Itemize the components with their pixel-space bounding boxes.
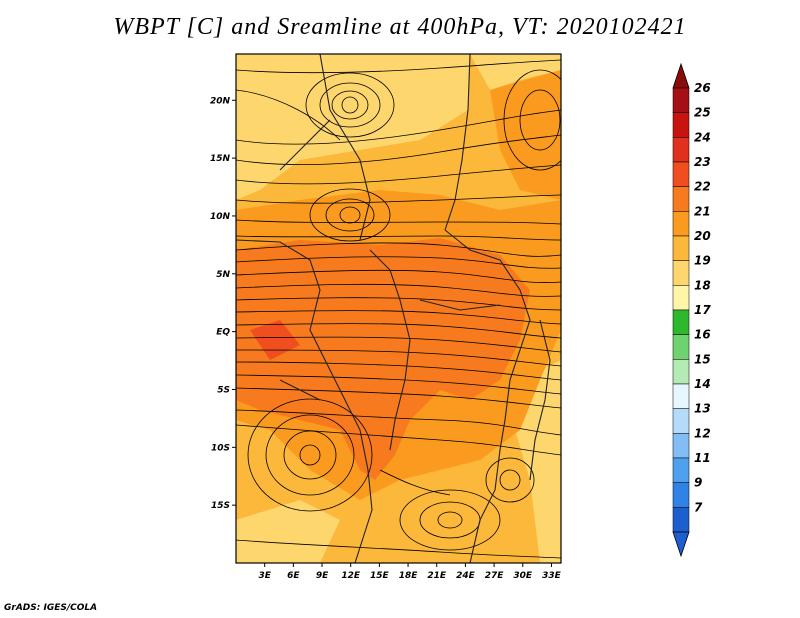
streamlines [236, 59, 561, 559]
colorbar-swatch [672, 260, 690, 286]
region-19-ne [470, 54, 561, 90]
colorbar-label: 17 [694, 303, 711, 317]
colorbar-swatch [672, 482, 690, 508]
colorbar-swatch [672, 285, 690, 311]
region-21-ne [490, 70, 561, 200]
colorbar-swatch [672, 211, 690, 237]
colorbar-swatch [672, 137, 690, 163]
colorbar-swatch [672, 359, 690, 385]
lon-tick-label: 27E [485, 571, 505, 581]
colorbar-swatch [672, 433, 690, 459]
colorbar: 26 25 24 23 22 21 20 19 18 17 16 15 14 13 12 11 9 7 [672, 62, 711, 558]
colorbar-swatch [672, 507, 690, 533]
lon-tick-label: 21E [427, 571, 447, 581]
colorbar-swatch [672, 186, 690, 212]
lon-tick-label: 18E [399, 571, 419, 581]
colorbar-swatch [672, 457, 690, 483]
lat-tick-label: 15N [210, 154, 231, 164]
lon-tick-label: 12E [341, 571, 361, 581]
colorbar-label: 13 [694, 402, 711, 416]
colorbar-label: 11 [694, 451, 711, 465]
map-title: WBPT [C] and Sreamline at 400hPa, VT: 20… [113, 14, 687, 40]
lat-tick-label: 5S [217, 385, 230, 395]
lat-tick-label: EQ [216, 328, 230, 338]
colorbar-swatch [672, 87, 690, 113]
colorbar-label: 15 [694, 352, 711, 366]
map-frame [235, 53, 562, 564]
colorbar-top-arrow [672, 62, 690, 89]
colorbar-label: 9 [694, 476, 702, 490]
colorbar-swatch [672, 334, 690, 360]
region-19-sw [236, 500, 340, 563]
longitude-ticks: 3E 6E 9E 12E 15E 18E 21E 24E 27E 30E 33E [258, 563, 562, 581]
colorbar-label: 21 [694, 204, 711, 218]
colorbar-label: 24 [694, 130, 711, 144]
lat-tick-label: 10S [211, 443, 230, 453]
colorbar-label: 12 [694, 426, 711, 440]
lat-tick-label: 20N [210, 96, 231, 106]
latitude-ticks: 20N 15N 10N 5N EQ 5S 10S 15S [210, 96, 236, 511]
colorbar-label: 7 [694, 500, 703, 514]
colorbar-label: 26 [694, 81, 711, 95]
boundaries [236, 54, 551, 563]
lon-tick-label: 24E [456, 571, 476, 581]
lon-tick-label: 15E [370, 571, 390, 581]
colorbar-swatch [672, 161, 690, 187]
colorbar-swatch [672, 408, 690, 434]
colorbar-bottom-arrow [672, 531, 690, 558]
colorbar-swatch [672, 235, 690, 261]
lat-tick-label: 5N [216, 270, 230, 280]
colorbar-label: 16 [694, 328, 711, 342]
colorbar-label: 14 [694, 377, 711, 391]
colorbar-swatch [672, 383, 690, 409]
lon-tick-label: 6E [287, 571, 300, 581]
colorbar-label: 22 [694, 180, 711, 194]
colorbar-swatch [672, 309, 690, 335]
lat-tick-label: 10N [210, 212, 231, 222]
footer-credit: GrADS: IGES/COLA [4, 603, 98, 613]
wbpt-shading [236, 54, 561, 563]
lon-tick-label: 3E [258, 571, 271, 581]
lon-tick-label: 9E [316, 571, 329, 581]
colorbar-label: 19 [694, 254, 711, 268]
colorbar-label: 20 [694, 229, 711, 243]
colorbar-label: 23 [694, 155, 711, 169]
colorbar-label: 25 [694, 106, 711, 120]
colorbar-swatch [672, 112, 690, 138]
lon-tick-label: 30E [513, 571, 533, 581]
lat-tick-label: 15S [211, 501, 230, 511]
colorbar-label: 18 [694, 278, 711, 292]
lon-tick-label: 33E [542, 571, 562, 581]
